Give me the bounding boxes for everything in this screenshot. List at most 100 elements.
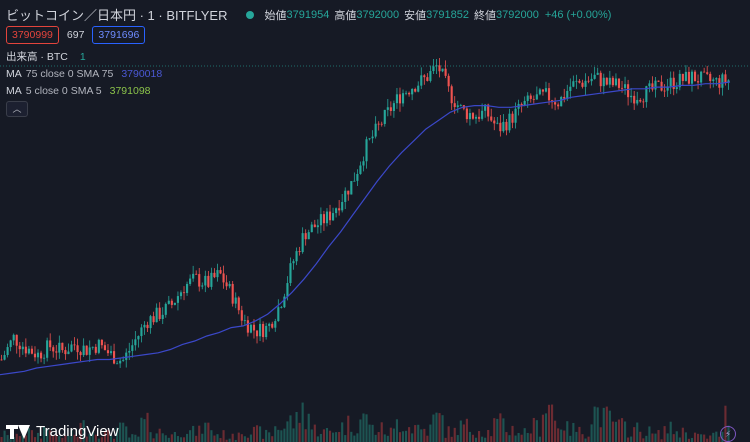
buy-price-button[interactable]: 3791696 bbox=[92, 26, 146, 44]
volume-bar bbox=[195, 435, 198, 442]
candle-body bbox=[46, 340, 49, 358]
candle-body bbox=[541, 89, 545, 92]
candle-body bbox=[179, 292, 183, 297]
candle-body bbox=[246, 320, 249, 333]
candle-body bbox=[164, 303, 167, 315]
candle-body bbox=[529, 95, 532, 99]
volume-legend[interactable]: 出来高 · BTC 1 bbox=[6, 49, 86, 64]
candle-body bbox=[660, 81, 663, 91]
volume-bar bbox=[164, 435, 167, 442]
volume-bar bbox=[563, 430, 566, 442]
candle-body bbox=[362, 161, 365, 166]
volume-bar bbox=[179, 437, 183, 442]
volume-bar bbox=[252, 426, 256, 442]
symbol-title[interactable]: ビットコイン／日本円 · 1 · BITFLYER bbox=[6, 8, 228, 23]
volume-bar bbox=[298, 422, 301, 442]
candle-body bbox=[411, 89, 414, 95]
chevron-up-icon[interactable]: ︿ bbox=[6, 101, 28, 117]
ma-lines bbox=[0, 81, 731, 376]
volume-bar bbox=[134, 434, 137, 442]
candle-body bbox=[481, 110, 484, 119]
volume-bar bbox=[493, 418, 496, 442]
candle-body bbox=[654, 80, 657, 90]
candle-body bbox=[696, 81, 700, 83]
candle-body bbox=[128, 350, 131, 353]
candle-body bbox=[520, 103, 523, 106]
volume-bar bbox=[541, 414, 545, 442]
candle-body bbox=[234, 297, 237, 304]
candle-body bbox=[617, 78, 621, 88]
tradingview-logo[interactable]: TradingView bbox=[6, 423, 119, 440]
candle-body bbox=[52, 347, 55, 352]
candle-body bbox=[210, 272, 213, 287]
candle-body bbox=[58, 342, 61, 353]
candle-body bbox=[420, 75, 423, 86]
volume-bar bbox=[447, 426, 450, 442]
volume-bar bbox=[210, 430, 213, 442]
volume-bar bbox=[43, 426, 46, 442]
candle-body bbox=[511, 113, 514, 123]
candle-body bbox=[447, 75, 450, 87]
candle-body bbox=[371, 136, 374, 139]
candle-body bbox=[636, 99, 639, 104]
candle-body bbox=[192, 273, 195, 279]
volume-bar bbox=[18, 436, 21, 442]
candle-body bbox=[471, 113, 475, 119]
sell-price-button[interactable]: 3790999 bbox=[6, 26, 59, 44]
ma5-legend[interactable]: MA 5 close 0 SMA 5 3791098 bbox=[6, 85, 151, 97]
volume-bar bbox=[398, 432, 402, 442]
candle-body bbox=[456, 105, 459, 108]
volume-bar bbox=[465, 418, 468, 442]
volume-bar bbox=[228, 438, 231, 442]
candles bbox=[0, 57, 730, 368]
volume-bar bbox=[225, 439, 228, 442]
volume-bar bbox=[654, 433, 657, 442]
volume-bar bbox=[122, 422, 125, 442]
volume-bar bbox=[61, 437, 64, 442]
candle-body bbox=[715, 78, 718, 80]
candle-body bbox=[721, 74, 724, 88]
candle-body bbox=[176, 296, 180, 303]
volume-bar bbox=[131, 434, 134, 442]
ma75-legend[interactable]: MA 75 close 0 SMA 75 3790018 bbox=[6, 68, 162, 80]
volume-bars bbox=[0, 402, 730, 442]
ma5-legend-value: 3791098 bbox=[109, 85, 151, 97]
low-label: 安値 bbox=[404, 9, 427, 22]
volume-bar bbox=[64, 435, 67, 442]
volume-bar bbox=[295, 412, 298, 442]
candle-body bbox=[161, 314, 164, 319]
volume-bar bbox=[477, 431, 481, 442]
volume-bar bbox=[155, 433, 158, 442]
candle-body bbox=[596, 72, 599, 75]
volume-bar bbox=[611, 421, 614, 442]
volume-bar bbox=[24, 435, 27, 442]
candle-body bbox=[140, 327, 143, 337]
volume-bar bbox=[608, 410, 611, 442]
volume-bar bbox=[167, 437, 170, 442]
candle-body bbox=[395, 94, 399, 104]
volume-bar bbox=[322, 429, 326, 442]
candle-body bbox=[569, 86, 572, 91]
candle-body bbox=[310, 224, 313, 233]
candle-body bbox=[30, 348, 34, 354]
volume-bar bbox=[173, 432, 176, 442]
volume-bar bbox=[255, 425, 259, 442]
candle-body bbox=[304, 233, 307, 240]
candle-body bbox=[61, 342, 64, 351]
lightning-icon[interactable]: ⚡ bbox=[720, 426, 736, 442]
volume-bar bbox=[718, 436, 721, 442]
volume-bar bbox=[338, 431, 341, 442]
volume-bar bbox=[240, 434, 243, 442]
candle-body bbox=[389, 107, 392, 111]
volume-bar bbox=[578, 426, 581, 442]
symbol-header: ビットコイン／日本円 · 1 · BITFLYER 始値 3791954 高値 37… bbox=[6, 5, 613, 24]
candle-body bbox=[73, 344, 76, 346]
candle-body bbox=[459, 105, 462, 106]
volume-bar bbox=[547, 404, 551, 442]
volume-bar bbox=[161, 433, 164, 442]
candle-body bbox=[398, 94, 402, 104]
candle-body bbox=[225, 282, 228, 287]
candle-body bbox=[204, 275, 207, 286]
